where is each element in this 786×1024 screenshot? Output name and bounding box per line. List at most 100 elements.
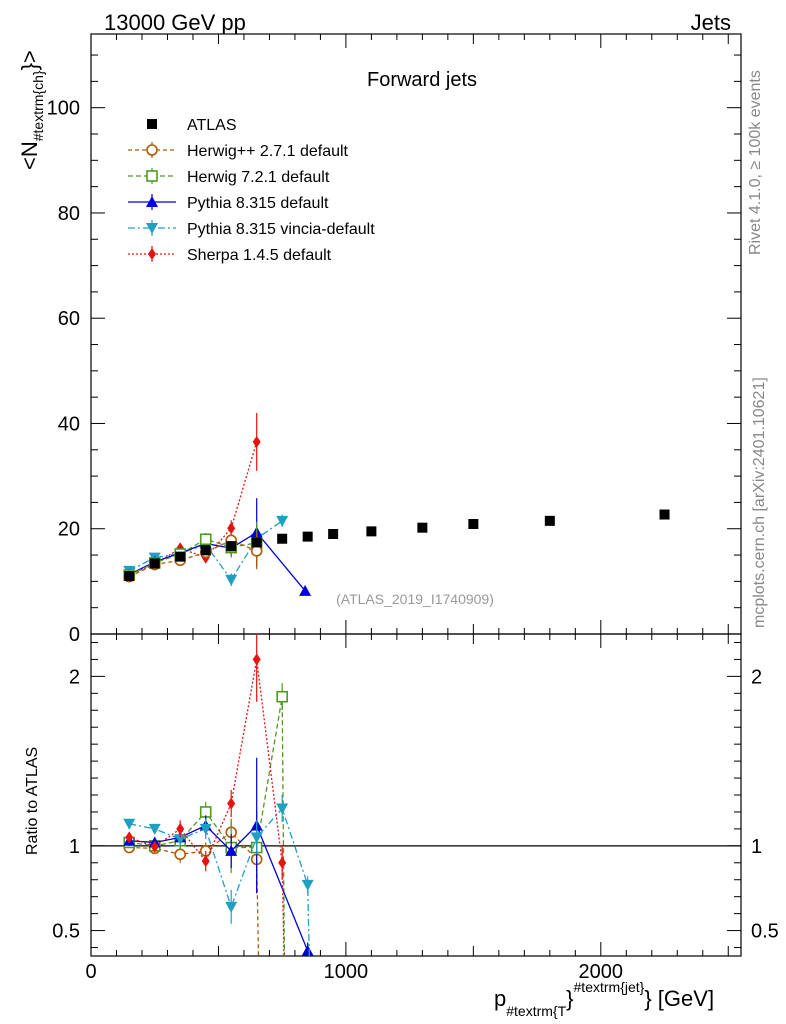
ratio-plot-frame [90,633,742,957]
y-tick-label: 40 [58,413,80,435]
ratio-point [123,818,136,830]
legend-label: Pythia 8.315 default [187,195,329,212]
axis-ticks: 0 1000 2000 0 20 40 60 80 100 0.5 0.5 1 1 2 2 [47,34,779,983]
data-point [252,435,261,448]
data-point [302,531,313,542]
ratio-line [129,696,286,956]
ratio-tick-label-right: 1 [751,836,762,858]
ratio-point [227,797,236,810]
data-point [276,515,289,527]
data-point [227,522,236,535]
legend-marker [146,170,158,182]
legend-marker [147,119,157,129]
ratio-tick-label: 0.5 [52,921,80,943]
ratio-point [176,822,185,835]
y-tick-label: 0 [69,624,80,646]
ratio-point [301,944,314,956]
ratio-line [129,824,309,956]
ratio-point [250,832,263,844]
ratio-point [225,844,238,856]
data-point [199,533,212,546]
series-line [128,539,257,578]
series-herwig-7-2-1-default [123,521,263,581]
legend-item: Herwig++ 2.7.1 default [128,142,349,160]
main-plot-data [123,412,670,596]
ratio-point [252,653,261,666]
ratio-tick-label-right: 0.5 [751,921,779,943]
ratio-point [276,690,288,703]
legend-item: Pythia 8.315 vincia-default [128,220,375,238]
data-point [225,574,238,586]
category-label: Jets [691,10,731,35]
legend-label: Sherpa 1.4.5 default [187,247,332,264]
data-point [659,509,670,520]
data-point [200,545,211,556]
ratio-tick-label: 1 [69,836,80,858]
y-tick-label: 100 [47,98,80,120]
data-point [226,541,237,552]
ratio-axis-label: Ratio to ATLAS [24,747,41,855]
legend-item: Pythia 8.315 default [128,194,329,212]
legend-item: ATLAS [147,117,237,134]
ratio-line [129,659,285,956]
legend-marker [146,196,158,207]
data-point [544,515,555,526]
ratio-point [278,856,287,869]
legend-label: ATLAS [187,117,237,134]
ratio-series-sherpa-1-4-5-default [125,634,287,956]
ratio-point [201,855,210,868]
x-tick-label: 0 [85,961,96,983]
energy-label: 13000 GeV pp [104,10,246,35]
ratio-tick-label-right: 2 [751,666,762,688]
legend-marker [146,144,158,156]
analysis-label: (ATLAS_2019_I1740909) [336,591,494,607]
plot-title: Forward jets [367,69,477,91]
y-axis-label: <N#textrm{ch}}> [17,50,46,170]
data-point [417,522,428,533]
data-point [468,519,479,529]
series-atlas [124,509,670,582]
y-tick-label: 60 [58,308,80,330]
legend-label: Pythia 8.315 vincia-default [187,221,375,238]
ratio-plot-data [123,634,314,956]
x-tick-label: 1000 [324,961,369,983]
ratio-point [125,831,134,844]
mcplots-label: mcplots.cern.ch [arXiv:2401.10621] [751,377,768,628]
data-point [299,584,312,596]
ratio-point [148,823,161,835]
data-point [366,526,377,537]
data-point [251,537,262,548]
legend-marker [148,248,156,260]
ratio-series-pythia-8-315-default [123,757,314,956]
legend-item: Sherpa 1.4.5 default [128,246,332,264]
ratio-point [150,840,159,853]
series-line [128,441,258,576]
legend: ATLAS Herwig++ 2.7.1 default Herwig 7.2.1 … [128,117,375,264]
ratio-point [301,879,314,891]
ratio-point [276,803,289,815]
ratio-point [174,848,187,861]
series-sherpa-1-4-5-default [125,412,261,581]
data-point [277,533,288,544]
ratio-series-pythia-8-315-vincia-default [123,795,314,956]
series-herwig-2-7-1-default [123,532,263,583]
data-point [124,571,135,582]
rivet-label: Rivet 4.1.0, ≥ 100k events [747,70,764,255]
x-tick-label: 2000 [579,961,624,983]
y-tick-label: 20 [58,519,80,541]
legend-marker [146,223,158,234]
legend-item: Herwig 7.2.1 default [128,168,330,186]
data-point [328,529,339,539]
data-point [149,558,160,569]
ratio-point [199,823,212,835]
ratio-line [129,807,310,956]
y-tick-label: 80 [58,203,80,225]
data-point [175,551,186,562]
x-axis-label: p#textrm{T}#textrm{jet}} [GeV] [494,979,714,1019]
ratio-line [129,831,260,956]
ratio-point [174,834,187,846]
legend-label: Herwig 7.2.1 default [187,169,330,186]
ratio-point [225,901,238,913]
ratio-tick-label: 2 [69,666,80,688]
